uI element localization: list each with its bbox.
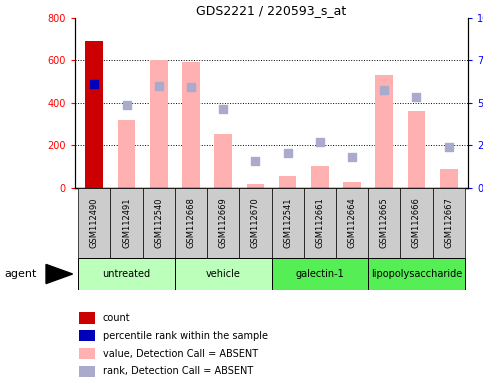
- Point: [252, 158, 259, 164]
- Text: GSM112670: GSM112670: [251, 198, 260, 248]
- Text: GSM112669: GSM112669: [219, 198, 227, 248]
- Text: vehicle: vehicle: [206, 269, 241, 279]
- Bar: [175, 188, 207, 258]
- Text: agent: agent: [4, 269, 36, 279]
- Point: [412, 94, 420, 100]
- Text: untreated: untreated: [102, 269, 151, 279]
- Text: GSM112667: GSM112667: [444, 197, 453, 248]
- Text: GSM112665: GSM112665: [380, 198, 389, 248]
- Bar: [78, 188, 111, 258]
- Bar: [279, 176, 297, 188]
- Polygon shape: [46, 265, 72, 284]
- Text: percentile rank within the sample: percentile rank within the sample: [102, 331, 268, 341]
- Bar: [311, 166, 328, 188]
- Bar: [79, 348, 95, 359]
- Bar: [118, 120, 135, 188]
- Bar: [79, 366, 95, 377]
- Bar: [78, 258, 175, 290]
- Text: GSM112668: GSM112668: [186, 197, 196, 248]
- Bar: [207, 188, 239, 258]
- Point: [155, 83, 163, 89]
- Bar: [79, 330, 95, 341]
- Text: GSM112491: GSM112491: [122, 198, 131, 248]
- Text: GSM112664: GSM112664: [348, 198, 356, 248]
- Bar: [433, 188, 465, 258]
- Point: [348, 154, 356, 160]
- Bar: [111, 188, 142, 258]
- Bar: [182, 61, 200, 188]
- Text: GSM112541: GSM112541: [283, 198, 292, 248]
- Text: GSM112490: GSM112490: [90, 198, 99, 248]
- Bar: [368, 258, 465, 290]
- Bar: [271, 188, 304, 258]
- Bar: [79, 313, 95, 324]
- Point: [381, 87, 388, 93]
- Text: lipopolysaccharide: lipopolysaccharide: [371, 269, 462, 279]
- Bar: [150, 61, 168, 188]
- Bar: [408, 111, 426, 188]
- Text: GSM112666: GSM112666: [412, 197, 421, 248]
- Point: [445, 144, 453, 150]
- Text: value, Detection Call = ABSENT: value, Detection Call = ABSENT: [102, 349, 257, 359]
- Text: GSM112540: GSM112540: [154, 198, 163, 248]
- Bar: [304, 188, 336, 258]
- Point: [316, 139, 324, 146]
- Text: count: count: [102, 313, 130, 323]
- Point: [90, 81, 98, 87]
- Bar: [368, 188, 400, 258]
- Bar: [336, 188, 368, 258]
- Bar: [343, 182, 361, 188]
- Bar: [271, 258, 368, 290]
- Bar: [239, 188, 271, 258]
- Text: galectin-1: galectin-1: [296, 269, 344, 279]
- Point: [219, 106, 227, 113]
- Bar: [440, 169, 457, 188]
- Bar: [400, 188, 433, 258]
- Bar: [214, 134, 232, 188]
- Bar: [375, 75, 393, 188]
- Point: [187, 84, 195, 90]
- Bar: [85, 41, 103, 188]
- Bar: [175, 258, 271, 290]
- Text: GSM112661: GSM112661: [315, 198, 324, 248]
- Bar: [142, 188, 175, 258]
- Point: [284, 150, 291, 156]
- Bar: [246, 184, 264, 188]
- Point: [123, 102, 130, 108]
- Text: rank, Detection Call = ABSENT: rank, Detection Call = ABSENT: [102, 366, 253, 376]
- Title: GDS2221 / 220593_s_at: GDS2221 / 220593_s_at: [197, 4, 347, 17]
